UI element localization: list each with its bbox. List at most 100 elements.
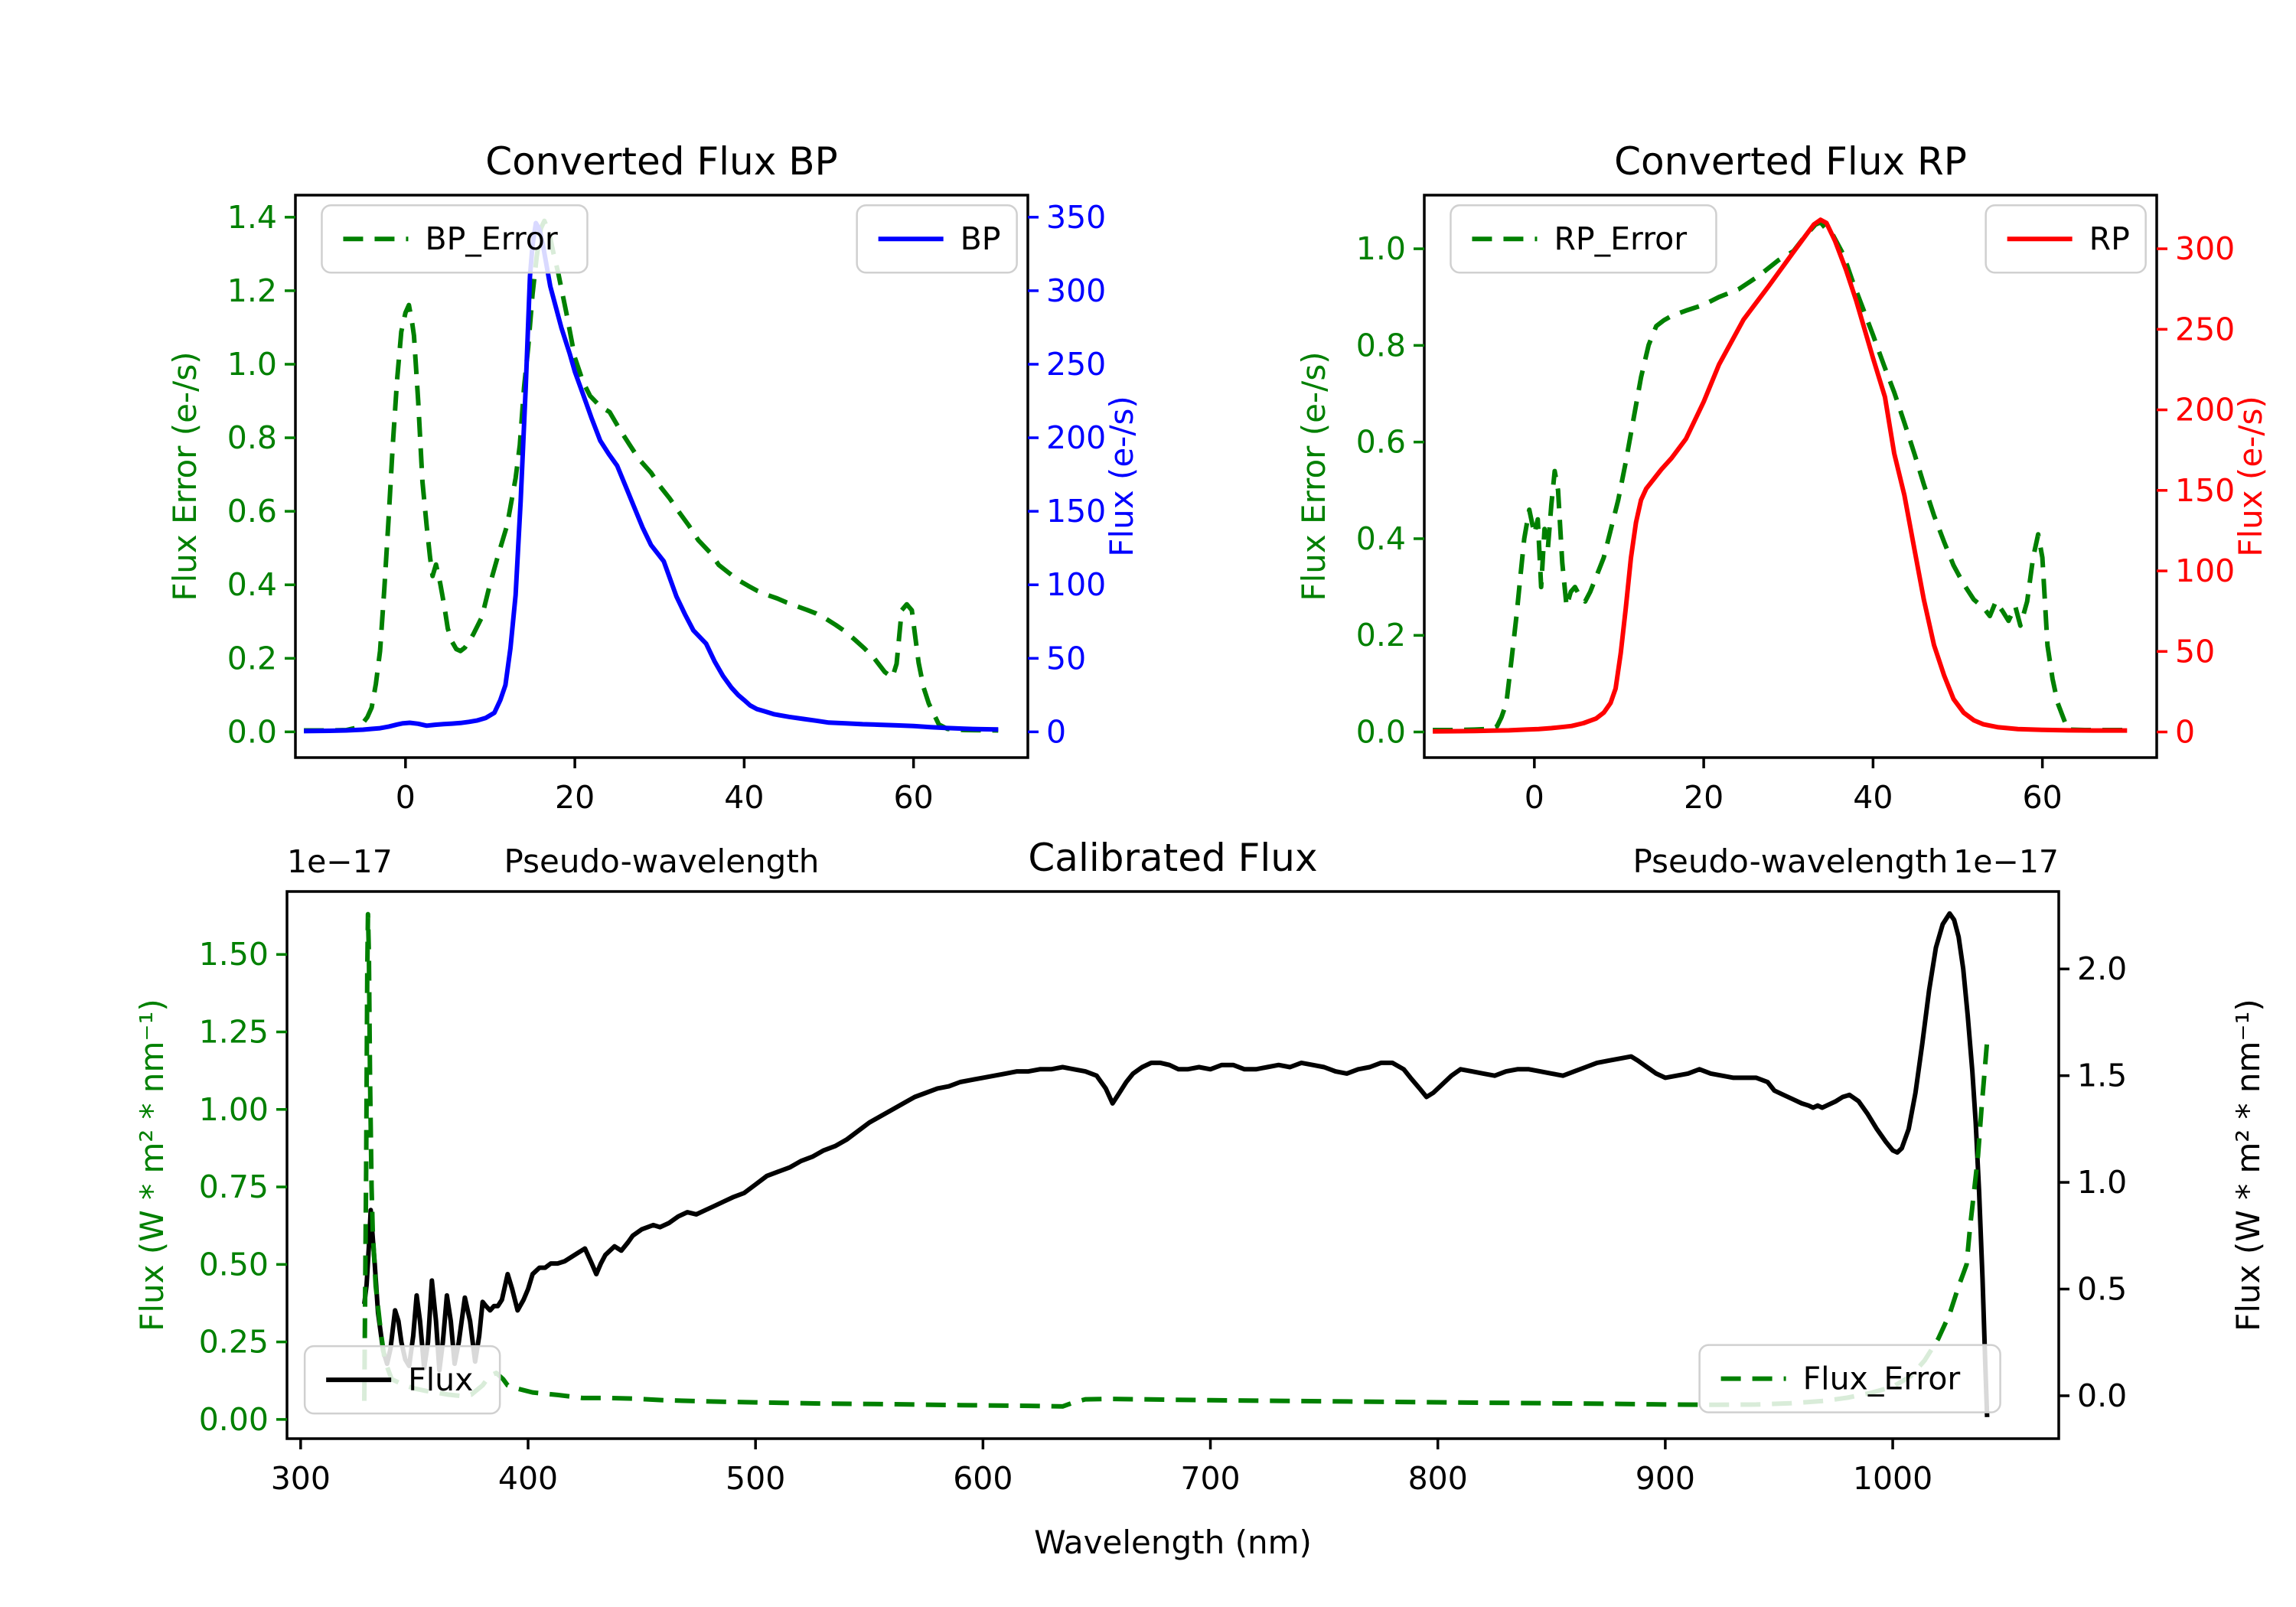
left-y-axis-label: Flux Error (e-/s): [166, 351, 204, 601]
left-y-axis-label: Flux Error (e-/s): [1295, 351, 1332, 601]
legend-box: [321, 204, 589, 274]
chart-text: 0.00: [199, 1401, 269, 1438]
chart-text: 1.50: [199, 936, 269, 973]
chart-text: 20: [555, 779, 595, 816]
chart-text: 40: [1853, 779, 1893, 816]
chart-text: 1.2: [227, 272, 277, 309]
chart-text: 50: [1046, 640, 1086, 676]
legend-label: BP: [960, 220, 1001, 257]
chart-text: 0.50: [199, 1246, 269, 1283]
x-axis-label: Pseudo-wavelength: [504, 843, 820, 880]
chart-text: 0.4: [227, 566, 277, 603]
chart-text: 0: [1525, 779, 1544, 816]
chart-text: 60: [894, 779, 934, 816]
x-axis-label: Wavelength (nm): [1034, 1524, 1312, 1561]
legend-box: [1698, 1344, 2001, 1413]
chart-text: 1000: [1853, 1460, 1932, 1497]
right-y-axis-label: Flux (e-/s): [1103, 396, 1140, 556]
chart-text: 1.0: [2077, 1164, 2127, 1201]
rp-line: [1433, 217, 2128, 734]
legend-bp: BP: [856, 204, 1018, 274]
x-axis-label: Pseudo-wavelength: [1633, 843, 1949, 880]
plot-frame: [294, 194, 1029, 759]
chart-text: 0.2: [1356, 617, 1406, 654]
chart-rp: 0 20 40 60 0.0 0.2 0.4 0.6 0.8 1.0 0 50 100 150 200 250…: [1295, 139, 2269, 880]
chart-cal: 300 400 500 600 700 800 900 1000 0.00 0.25 0.50 0.7…: [133, 836, 2267, 1561]
chart-text: 50: [2175, 633, 2215, 670]
chart-text: 100: [1046, 566, 1106, 603]
chart-text: 800: [1408, 1460, 1468, 1497]
chart-text: 0.75: [199, 1169, 269, 1205]
chart-text: 400: [498, 1460, 558, 1497]
chart-text: 200: [1046, 419, 1106, 456]
legend-label: Flux: [408, 1361, 473, 1398]
chart-text: 0: [1046, 713, 1066, 750]
flux-line: [362, 911, 1990, 1417]
chart-text: 0.4: [1356, 520, 1406, 557]
chart-text: 1.0: [1356, 230, 1406, 267]
chart-text: 0.6: [1356, 424, 1406, 461]
chart-text: 300: [2175, 230, 2235, 267]
chart-text: 1.0: [227, 346, 277, 383]
chart-text: 2.0: [2077, 950, 2127, 987]
chart-text: 0.0: [2077, 1377, 2127, 1414]
legend-label: RP_Error: [1554, 220, 1687, 257]
legend-rp_error: RP_Error: [1450, 204, 1717, 274]
legend-label: BP_Error: [425, 220, 557, 257]
chart-text: 0.25: [199, 1324, 269, 1361]
legend-box: [303, 1345, 501, 1415]
chart-text: 250: [2175, 311, 2235, 347]
legend-label: RP: [2089, 220, 2130, 257]
chart-text: 300: [271, 1460, 331, 1497]
left-y-axis-label: Flux (W * m² * nm⁻¹): [133, 999, 171, 1332]
chart-bp: 0 20 40 60 0.0 0.2 0.4 0.6 0.8 1.0 1.2 1.4 0 50 100 150…: [166, 139, 1140, 880]
chart-text: 1.4: [227, 199, 277, 236]
chart-text: 0.6: [227, 493, 277, 530]
chart-text: 60: [2023, 779, 2063, 816]
chart-text: 700: [1180, 1460, 1240, 1497]
plot-frame: [285, 890, 2060, 1440]
legend-flux_error: Flux_Error: [1698, 1344, 2001, 1413]
right-offset-text: 1e−17: [1953, 843, 2059, 880]
chart-text: 0.0: [227, 713, 277, 750]
chart-text: 40: [724, 779, 764, 816]
right-y-axis-label: Flux (e-/s): [2232, 396, 2269, 556]
chart-text: 0.2: [227, 640, 277, 676]
left-offset-text: 1e−17: [287, 843, 393, 880]
chart-title-bp: Converted Flux BP: [485, 139, 837, 184]
chart-title-rp: Converted Flux RP: [1614, 139, 1967, 184]
legend-label: Flux_Error: [1803, 1361, 1961, 1397]
chart-text: 600: [953, 1460, 1013, 1497]
chart-text: 100: [2175, 553, 2235, 589]
legend-box: [1450, 204, 1717, 274]
chart-text: 1.25: [199, 1014, 269, 1051]
chart-text: 300: [1046, 272, 1106, 309]
chart-text: 250: [1046, 346, 1106, 383]
legend-flux: Flux: [303, 1345, 501, 1415]
chart-text: 1.00: [199, 1091, 269, 1128]
chart-text: 350: [1046, 199, 1106, 236]
chart-text: 0.0: [1356, 714, 1406, 751]
chart-text: 0.8: [1356, 327, 1406, 363]
chart-text: 900: [1636, 1460, 1695, 1497]
chart-text: 500: [726, 1460, 785, 1497]
chart-text: 150: [1046, 493, 1106, 530]
chart-title-cal: Calibrated Flux: [1028, 836, 1317, 880]
chart-text: 0: [396, 779, 416, 816]
chart-text: 0.5: [2077, 1271, 2127, 1308]
chart-text: 150: [2175, 472, 2235, 509]
plot-frame: [1423, 194, 2158, 759]
chart-text: 20: [1684, 779, 1724, 816]
bp-line: [304, 220, 999, 734]
chart-text: 1.5: [2077, 1058, 2127, 1094]
rp_error-line: [1433, 220, 2128, 732]
chart-text: 0: [2175, 714, 2195, 751]
chart-text: 200: [2175, 392, 2235, 429]
legend-rp: RP: [1985, 204, 2147, 274]
bp_error-line: [304, 218, 999, 733]
right-y-axis-label: Flux (W * m² * nm⁻¹): [2229, 999, 2267, 1332]
legend-bp_error: BP_Error: [321, 204, 589, 274]
chart-text: 0.8: [227, 419, 277, 456]
